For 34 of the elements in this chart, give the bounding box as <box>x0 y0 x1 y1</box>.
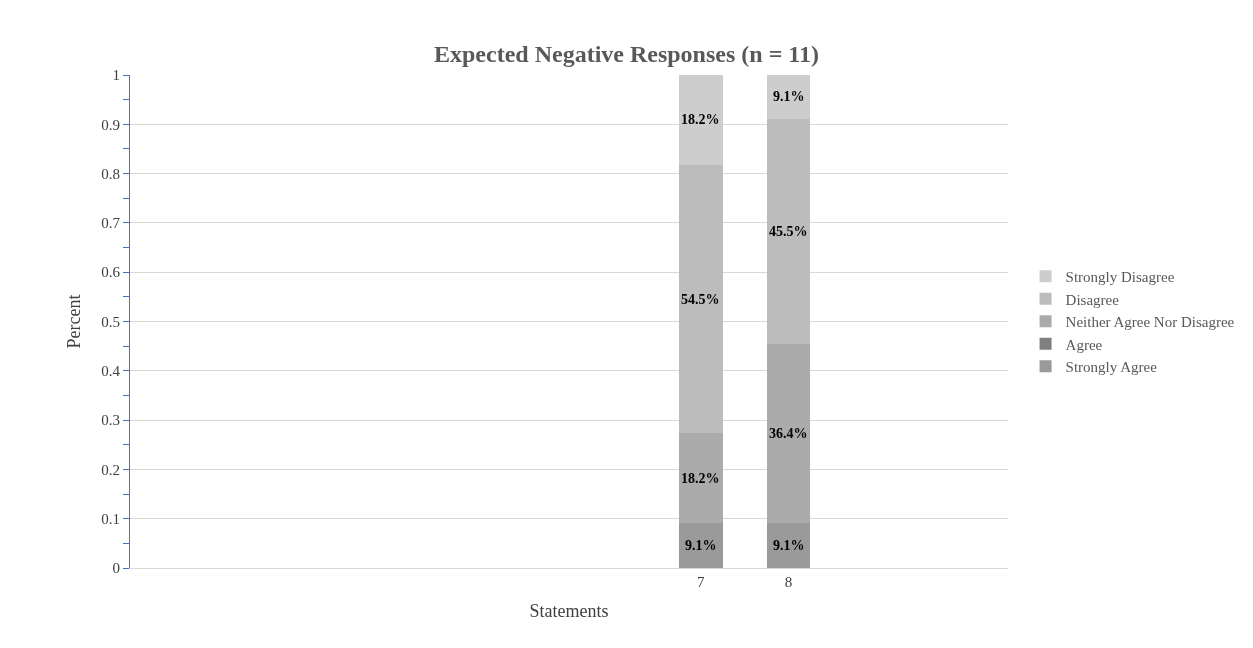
data-label: 18.2% <box>681 471 720 486</box>
y-tick-label: 1 <box>112 67 120 84</box>
y-tick-label: 0.2 <box>101 461 120 478</box>
legend-label: Disagree <box>1065 291 1120 308</box>
y-tick-label: 0.1 <box>101 510 120 527</box>
x-tick-label: 7 <box>696 574 705 590</box>
data-label: 18.2% <box>681 112 720 127</box>
y-tick-label: 0.7 <box>101 215 121 232</box>
x-axis-title: Statements <box>529 601 609 622</box>
y-tick-label: 0 <box>112 560 120 577</box>
y-tick-label: 0.3 <box>101 412 120 429</box>
y-tick-label: 0.8 <box>101 165 120 182</box>
data-label: 9.1% <box>773 89 805 104</box>
chart-title: Expected Negative Responses (n = 11) <box>434 41 819 68</box>
y-tick-label: 0.6 <box>101 264 121 281</box>
y-tick-label: 0.9 <box>101 116 120 133</box>
data-label: 9.1% <box>685 538 717 553</box>
data-label: 9.1% <box>773 538 805 553</box>
y-tick-label: 0.5 <box>101 313 120 330</box>
bar <box>766 343 811 524</box>
y-axis-title: Percent <box>64 294 85 349</box>
legend-label: Agree <box>1065 336 1103 353</box>
data-label: 36.4% <box>769 426 808 441</box>
legend-label: Strongly Disagree <box>1065 269 1175 286</box>
legend-label: Strongly Agree <box>1065 359 1158 376</box>
data-label: 45.5% <box>769 224 808 239</box>
x-tick-label: 8 <box>784 574 793 590</box>
legend-label: Neither Agree Nor Disagree <box>1065 314 1235 331</box>
bar <box>678 523 723 568</box>
bar <box>766 119 811 344</box>
bar <box>678 164 723 434</box>
y-tick-label: 0.4 <box>101 363 121 380</box>
bar <box>678 433 723 524</box>
data-label: 54.5% <box>681 292 720 307</box>
